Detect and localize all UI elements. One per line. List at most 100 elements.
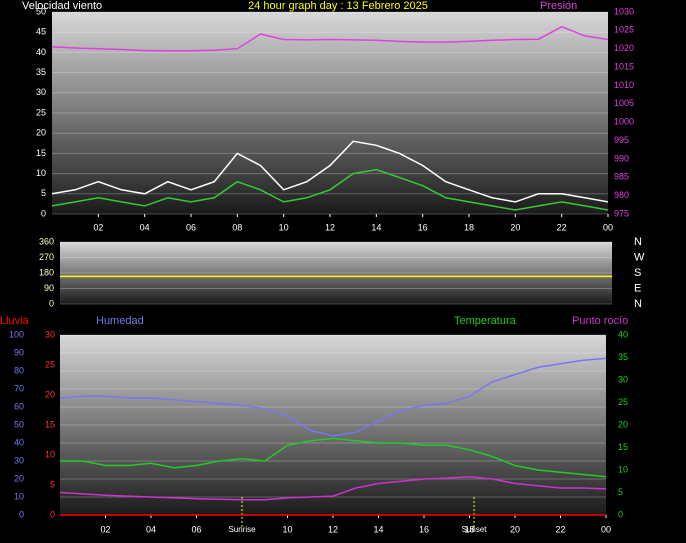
y-tick-label: 20 bbox=[36, 128, 46, 138]
legend-label: Temperatura bbox=[454, 315, 517, 327]
x-tick-label: 04 bbox=[140, 222, 150, 232]
y2-tick-label: 1025 bbox=[614, 25, 634, 35]
x-tick-label: 10 bbox=[279, 222, 289, 232]
y-tick-label: 0 bbox=[49, 298, 54, 308]
y-tick-label: 90 bbox=[44, 283, 54, 293]
x-tick-label: 22 bbox=[555, 524, 565, 534]
legend-label: Humedad bbox=[96, 315, 144, 327]
x-tick-label: 00 bbox=[603, 222, 613, 232]
y2-tick-label: 35 bbox=[618, 352, 628, 362]
y3-tick-label: 15 bbox=[45, 419, 55, 429]
y-tick-label: 5 bbox=[41, 188, 46, 198]
y2-tick-label: 10 bbox=[618, 464, 628, 474]
y-tick-label: 90 bbox=[14, 347, 24, 357]
y3-tick-label: 5 bbox=[50, 479, 55, 489]
x-tick-label: 10 bbox=[282, 524, 292, 534]
y2-tick-label: 1010 bbox=[614, 80, 634, 90]
x-tick-label: 16 bbox=[418, 222, 428, 232]
series-line bbox=[60, 437, 607, 478]
y2-tick-label: 1000 bbox=[614, 117, 634, 127]
y2-tick-label: 30 bbox=[618, 374, 628, 384]
y2-tick-label: 995 bbox=[614, 135, 629, 145]
y2-tick-label: 980 bbox=[614, 190, 629, 200]
y2-tick-label: 975 bbox=[614, 208, 629, 218]
x-tick-label: 12 bbox=[325, 222, 335, 232]
y2-tick-label: 20 bbox=[618, 419, 628, 429]
chart-title: 24 hour graph day : 13 Febrero 2025 bbox=[248, 0, 428, 12]
y-tick-label: 15 bbox=[36, 148, 46, 158]
plot-area bbox=[52, 12, 608, 214]
compass-label: S bbox=[634, 267, 641, 279]
x-tick-label: 06 bbox=[186, 222, 196, 232]
x-tick-label: 02 bbox=[93, 222, 103, 232]
y2-tick-label: 25 bbox=[618, 397, 628, 407]
x-tick-label: 12 bbox=[328, 524, 338, 534]
series-line bbox=[59, 476, 607, 501]
series-line bbox=[51, 140, 609, 203]
y2-tick-label: 1015 bbox=[614, 61, 634, 71]
y3-tick-label: 30 bbox=[45, 329, 55, 339]
compass-label: N bbox=[634, 298, 642, 310]
x-tick-label: 18 bbox=[464, 222, 474, 232]
compass-label: E bbox=[634, 282, 641, 294]
series-line bbox=[59, 357, 607, 437]
y-tick-label: 60 bbox=[14, 401, 24, 411]
y-tick-label: 30 bbox=[14, 455, 24, 465]
y2-axis-label: Presión bbox=[540, 0, 577, 12]
x-tick-label: 22 bbox=[557, 222, 567, 232]
y-tick-label: 20 bbox=[14, 473, 24, 483]
y2-tick-label: 40 bbox=[618, 329, 628, 339]
y-tick-label: 45 bbox=[36, 27, 46, 37]
y-tick-label: 100 bbox=[9, 329, 24, 339]
y3-tick-label: 25 bbox=[45, 359, 55, 369]
y-tick-label: 360 bbox=[39, 236, 54, 246]
y-tick-label: 35 bbox=[36, 67, 46, 77]
y2-tick-label: 1030 bbox=[614, 6, 634, 16]
compass-label: N bbox=[634, 236, 642, 248]
y2-tick-label: 990 bbox=[614, 153, 629, 163]
y-tick-label: 40 bbox=[14, 437, 24, 447]
y-tick-label: 10 bbox=[14, 491, 24, 501]
x-tick-label: 20 bbox=[510, 222, 520, 232]
y2-tick-label: 5 bbox=[618, 487, 623, 497]
x-tick-label: 20 bbox=[510, 524, 520, 534]
legend-label: Punto rocío bbox=[572, 315, 628, 327]
y-tick-label: 30 bbox=[36, 87, 46, 97]
y-tick-label: 40 bbox=[36, 47, 46, 57]
plot-area bbox=[60, 242, 612, 304]
legend-label: Lluvia bbox=[0, 315, 30, 327]
plot-area bbox=[60, 335, 606, 515]
y2-tick-label: 15 bbox=[618, 442, 628, 452]
y3-tick-label: 20 bbox=[45, 389, 55, 399]
y2-tick-label: 1020 bbox=[614, 43, 634, 53]
x-tick-label: 18 bbox=[464, 524, 474, 534]
series-line bbox=[51, 25, 609, 52]
y-tick-label: 270 bbox=[39, 252, 54, 262]
compass-label: W bbox=[634, 251, 645, 263]
y2-tick-label: 985 bbox=[614, 172, 629, 182]
y-tick-label: 10 bbox=[36, 168, 46, 178]
x-tick-label: 04 bbox=[146, 524, 156, 534]
x-tick-label: 14 bbox=[373, 524, 383, 534]
y3-tick-label: 10 bbox=[45, 449, 55, 459]
y-tick-label: 0 bbox=[19, 509, 24, 519]
y-tick-label: 70 bbox=[14, 383, 24, 393]
series-line bbox=[51, 168, 609, 211]
y-axis-label: Velocidad viento bbox=[22, 0, 102, 12]
y-tick-label: 0 bbox=[41, 208, 46, 218]
x-tick-label: 08 bbox=[232, 222, 242, 232]
y2-tick-label: 1005 bbox=[614, 98, 634, 108]
y2-tick-label: 0 bbox=[618, 509, 623, 519]
x-tick-label: 00 bbox=[601, 524, 611, 534]
x-tick-label: 16 bbox=[419, 524, 429, 534]
y-tick-label: 50 bbox=[36, 6, 46, 16]
y3-tick-label: 0 bbox=[50, 509, 55, 519]
x-tick-label: 14 bbox=[371, 222, 381, 232]
y-tick-label: 25 bbox=[36, 107, 46, 117]
y-tick-label: 180 bbox=[39, 267, 54, 277]
annotation-label: Sunset bbox=[462, 525, 488, 534]
y-tick-label: 80 bbox=[14, 365, 24, 375]
x-tick-label: 06 bbox=[191, 524, 201, 534]
x-tick-label: 02 bbox=[100, 524, 110, 534]
